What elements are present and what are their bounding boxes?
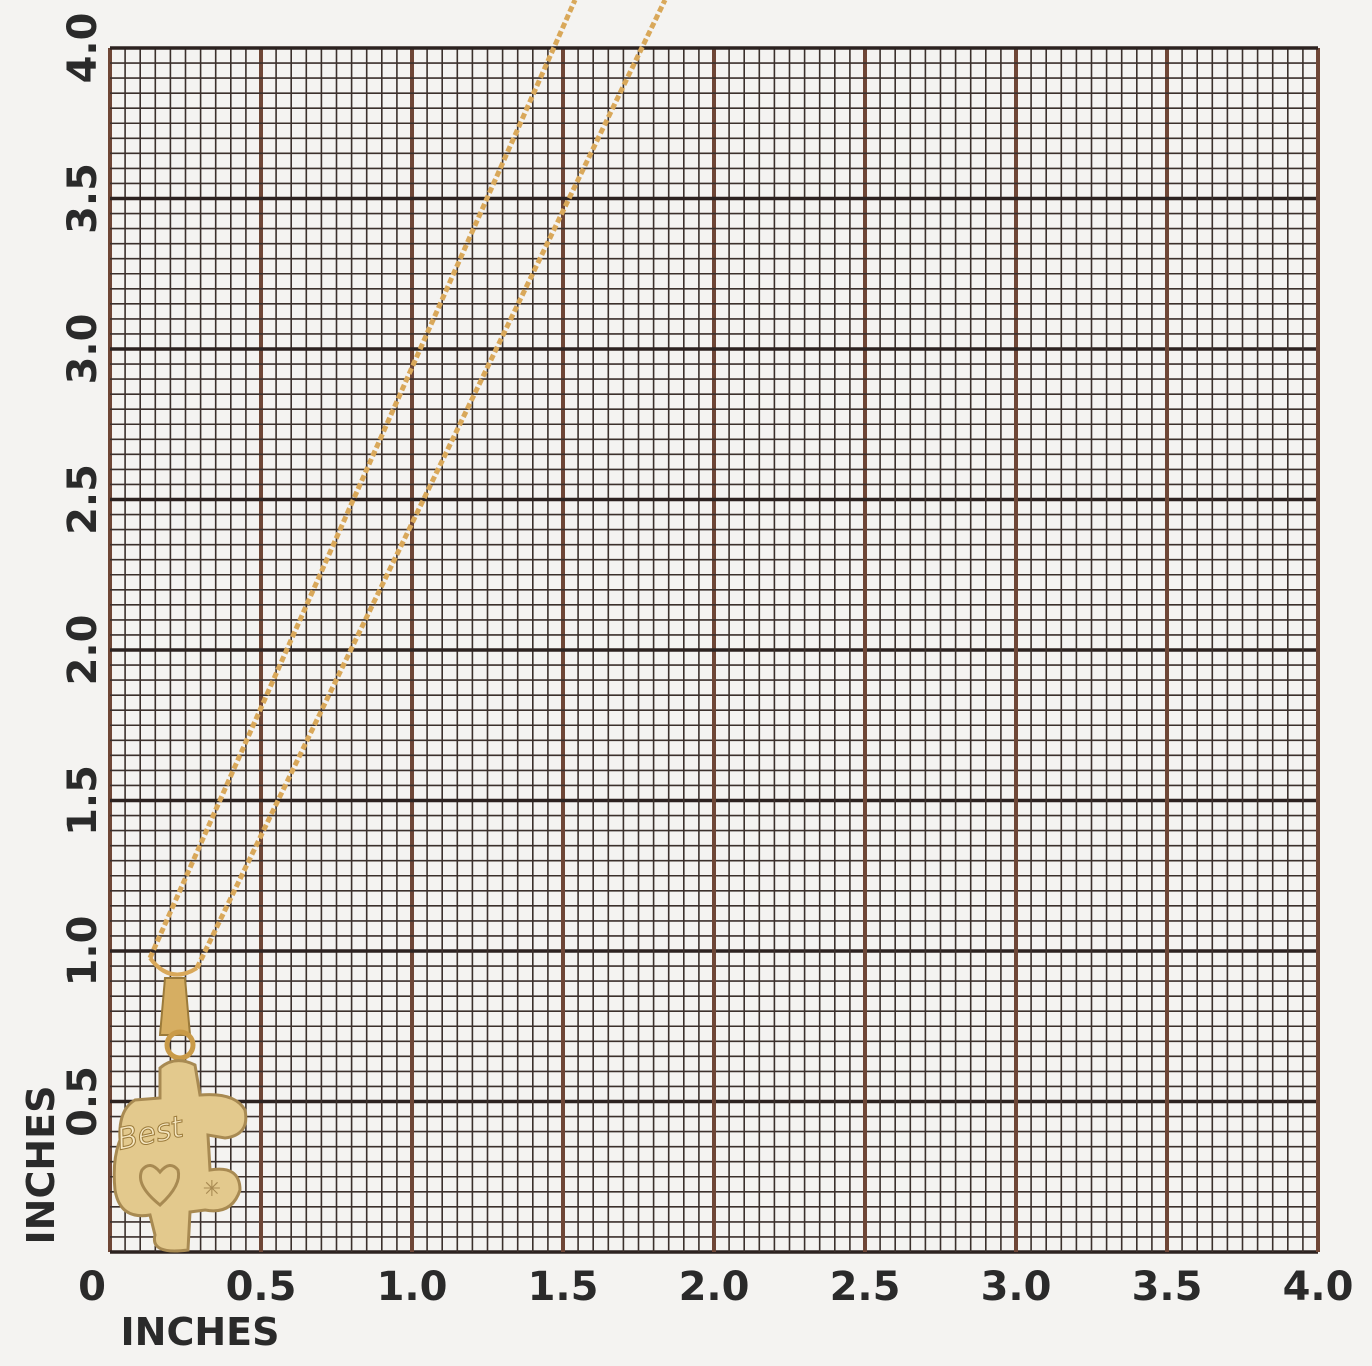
x-axis-title: INCHES [121, 1310, 280, 1354]
chain-loop [148, 956, 199, 977]
y-tick-label: 2.5 [60, 464, 106, 535]
x-tick-label: 3.0 [981, 1264, 1052, 1310]
x-tick-label: 0.5 [226, 1264, 297, 1310]
x-tick-label: 4.0 [1283, 1264, 1354, 1310]
y-tick-label: 1.0 [60, 916, 106, 987]
y-axis-title: INCHES [19, 1086, 63, 1245]
x-tick-label: 2.5 [830, 1264, 901, 1310]
y-tick-label: 1.5 [60, 765, 106, 836]
puzzle-pendant [112, 1059, 248, 1253]
sparkle: ✳ [203, 1177, 221, 1202]
x-tick-label: 1.0 [377, 1264, 448, 1310]
y-tick-label: 3.0 [60, 314, 106, 385]
x-tick-label: 1.5 [528, 1264, 599, 1310]
chain-left [147, 0, 578, 960]
x-tick-label: 0 [78, 1264, 106, 1310]
y-tick-label: 4.0 [60, 13, 106, 84]
jump-ring [164, 1029, 196, 1061]
y-tick-label: 3.5 [60, 163, 106, 234]
chain-right [194, 0, 668, 970]
y-tick-label: 0.5 [60, 1066, 106, 1137]
bail [158, 977, 192, 1036]
y-tick-label: 2.0 [60, 615, 106, 686]
labels: 0 0.5 1.0 1.5 2.0 2.5 3.0 3.5 4.0 0.5 1.0 1.5 2.0 2.5… [60, 13, 1353, 1310]
heart [139, 1164, 181, 1207]
grid [108, 46, 1320, 1254]
x-tick-label: 2.0 [679, 1264, 750, 1310]
x-tick-label: 3.5 [1132, 1264, 1203, 1310]
necklace: Best ✳ [112, 0, 668, 1253]
